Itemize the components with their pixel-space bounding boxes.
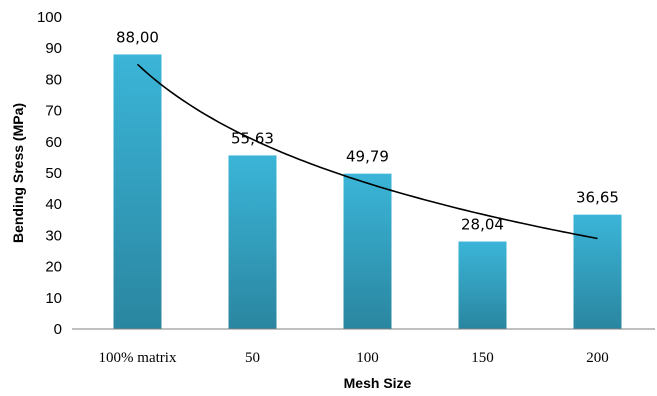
trendline (136, 63, 598, 240)
y-tick-label: 0 (54, 321, 62, 338)
data-labels: 88,00 55,63 49,79 28,04 36,65 (116, 28, 619, 233)
x-axis-title: Mesh Size (344, 375, 412, 391)
x-axis-categories: 100% matrix 50 100 150 200 (99, 350, 609, 366)
y-axis-ticks: 0 10 20 30 40 50 60 70 80 90 100 (37, 9, 62, 338)
y-tick-label: 60 (45, 134, 62, 151)
bar (458, 241, 507, 329)
x-category-label: 100% matrix (99, 350, 177, 366)
bar (573, 214, 622, 329)
y-tick-label: 80 (45, 71, 62, 88)
y-tick-label: 70 (45, 103, 62, 120)
y-tick-label: 30 (45, 227, 62, 244)
y-tick-label: 50 (45, 165, 62, 182)
y-tick-label: 100 (37, 9, 62, 26)
y-tick-label: 20 (45, 259, 62, 276)
bar (343, 173, 392, 329)
y-tick-label: 90 (45, 40, 62, 57)
data-label: 88,00 (116, 28, 159, 46)
bar (228, 155, 277, 329)
y-axis-title: Bending Sress (MPa) (10, 103, 26, 243)
y-tick-label: 40 (45, 196, 62, 213)
bar (113, 54, 162, 329)
x-category-label: 200 (586, 350, 609, 366)
bars (113, 54, 622, 329)
x-category-label: 50 (245, 350, 260, 366)
data-label: 36,65 (576, 189, 619, 207)
x-category-label: 150 (471, 350, 494, 366)
data-label: 28,04 (461, 216, 504, 234)
data-label: 49,79 (346, 148, 389, 166)
data-label: 55,63 (231, 129, 274, 147)
y-tick-label: 10 (45, 290, 62, 307)
x-category-label: 100 (356, 350, 379, 366)
